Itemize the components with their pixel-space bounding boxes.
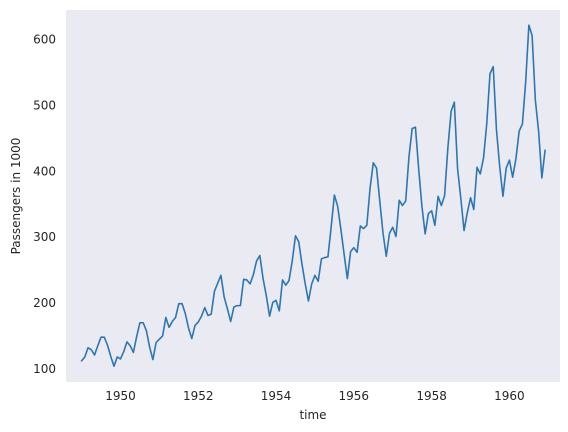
y-axis-label: Passengers in 1000 [9, 138, 23, 255]
x-tick-label: 1960 [494, 389, 525, 403]
x-tick-label: 1950 [105, 389, 136, 403]
y-tick-label: 300 [33, 230, 56, 244]
x-axis-label: time [299, 408, 326, 422]
y-tick-label: 400 [33, 164, 56, 178]
x-tick-label: 1952 [183, 389, 214, 403]
y-tick-label: 600 [33, 33, 56, 47]
series-line [80, 24, 546, 368]
x-tick-label: 1956 [339, 389, 370, 403]
x-tick-label: 1958 [416, 389, 447, 403]
x-tick-label: 1954 [261, 389, 292, 403]
tick-labels: 1950 1952 1954 1956 1958 1960 100 200 300 400 500 6… [33, 33, 525, 403]
y-tick-label: 100 [33, 362, 56, 376]
y-tick-label: 200 [33, 296, 56, 310]
plot-area [66, 10, 560, 382]
y-tick-label: 500 [33, 99, 56, 113]
data-marks [80, 24, 546, 368]
